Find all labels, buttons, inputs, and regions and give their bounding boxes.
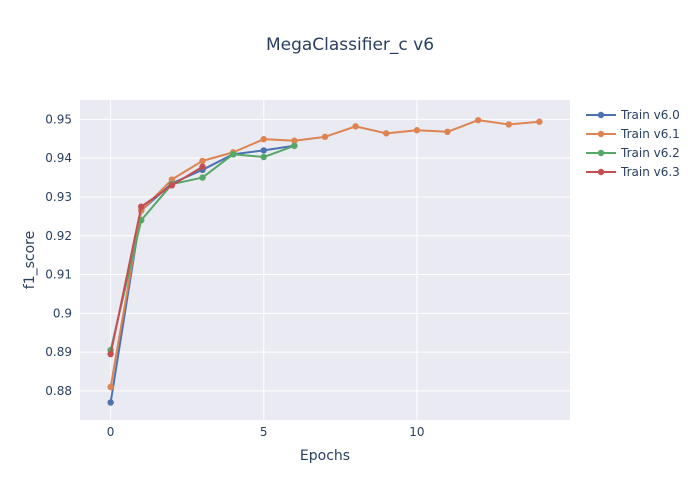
- x-tick-label: 0: [107, 425, 115, 439]
- data-point[interactable]: [199, 174, 206, 181]
- y-tick-label: 0.89: [45, 345, 72, 359]
- data-point[interactable]: [474, 116, 482, 124]
- series-layer: [107, 116, 543, 406]
- y-tick-label: 0.9: [53, 306, 72, 320]
- series-train-v6-3[interactable]: [107, 163, 206, 358]
- data-point[interactable]: [260, 153, 267, 161]
- data-point[interactable]: [444, 128, 451, 136]
- data-point[interactable]: [107, 399, 114, 406]
- data-point[interactable]: [413, 127, 421, 134]
- data-point[interactable]: [260, 135, 267, 143]
- data-point[interactable]: [138, 203, 145, 210]
- y-tick-label: 0.88: [45, 384, 72, 398]
- legend-item[interactable]: Train v6.0: [586, 108, 680, 122]
- legend-marker: [597, 130, 605, 138]
- y-tick-label: 0.91: [45, 268, 72, 282]
- data-point[interactable]: [536, 118, 543, 125]
- data-point[interactable]: [291, 142, 298, 149]
- data-point[interactable]: [199, 157, 206, 165]
- data-point[interactable]: [107, 350, 114, 358]
- data-point[interactable]: [352, 123, 359, 130]
- tick-labels: 0.88 0.89 0.9 0.91 0.92 0.93 0.94 0.95 0 5 10: [45, 112, 424, 439]
- legend-label: Train v6.1: [620, 127, 680, 141]
- legend-item[interactable]: Train v6.1: [586, 127, 680, 141]
- y-tick-label: 0.92: [45, 229, 72, 243]
- y-tick-label: 0.93: [45, 190, 72, 204]
- y-tick-label: 0.94: [45, 151, 72, 165]
- data-point[interactable]: [291, 137, 298, 144]
- legend-item[interactable]: Train v6.2: [586, 146, 680, 160]
- data-point[interactable]: [321, 133, 329, 141]
- x-axis-title: Epochs: [300, 448, 350, 464]
- data-point[interactable]: [260, 147, 267, 154]
- x-tick-label: 10: [409, 425, 424, 439]
- y-tick-label: 0.95: [45, 112, 72, 126]
- data-point[interactable]: [505, 121, 512, 128]
- legend-marker: [597, 168, 605, 176]
- legend-marker: [597, 149, 605, 157]
- data-point[interactable]: [168, 176, 176, 183]
- series-line: [109, 165, 204, 355]
- legend-label: Train v6.2: [620, 146, 680, 160]
- legend-item[interactable]: Train v6.3: [586, 165, 680, 179]
- legend-label: Train v6.0: [620, 108, 680, 122]
- chart-title: MegaClassifier_c v6: [266, 35, 434, 55]
- data-point[interactable]: [229, 151, 237, 158]
- legend-label: Train v6.3: [620, 165, 680, 179]
- legend-marker: [597, 111, 605, 119]
- y-axis-title: f1_score: [22, 231, 38, 289]
- data-point[interactable]: [199, 163, 206, 170]
- legend[interactable]: Train v6.0 Train v6.1 Train v6.2 Train v6.3: [586, 108, 680, 179]
- x-tick-label: 5: [260, 425, 268, 439]
- data-point[interactable]: [383, 130, 390, 137]
- data-point[interactable]: [107, 383, 114, 391]
- series-train-v6-2[interactable]: [107, 142, 298, 354]
- plot-background: [80, 100, 570, 420]
- data-point[interactable]: [168, 182, 176, 189]
- series-train-v6-1[interactable]: [107, 116, 543, 391]
